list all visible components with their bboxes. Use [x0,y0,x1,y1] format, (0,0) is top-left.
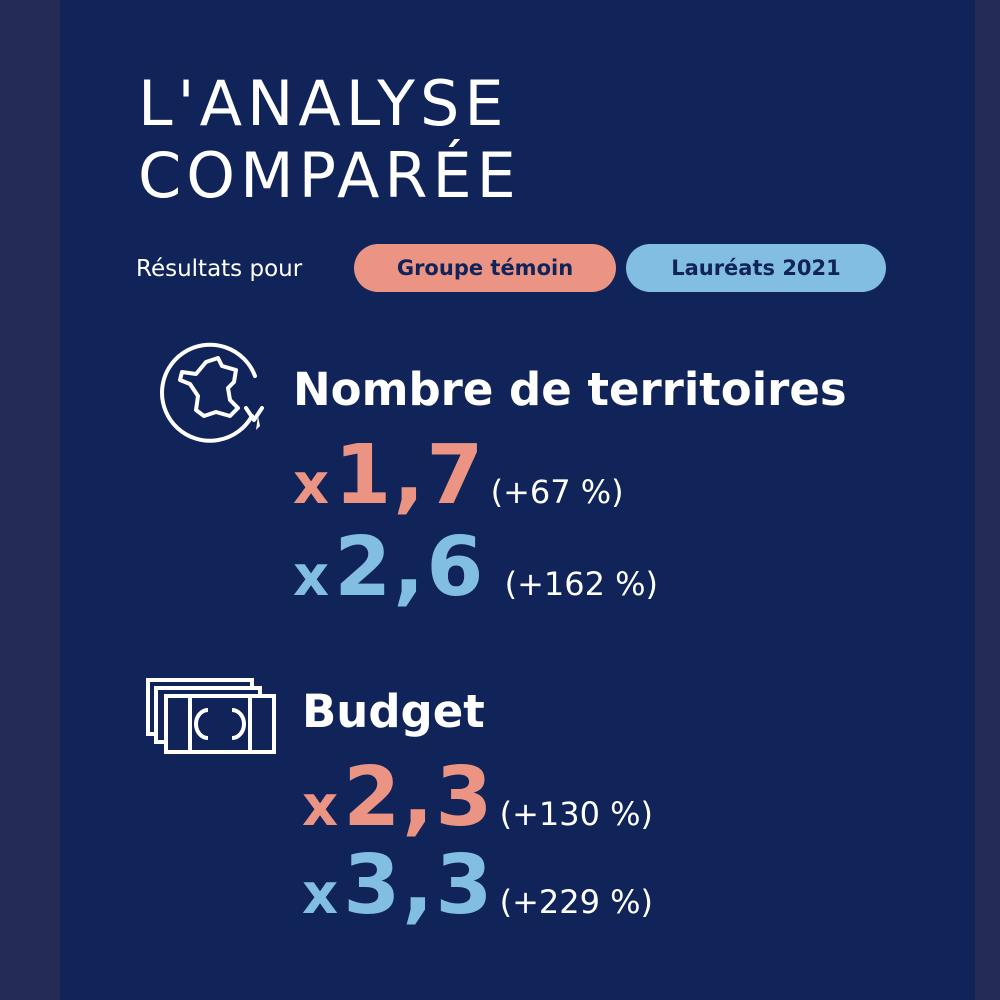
legend-intro: Résultats pour [136,256,303,282]
page-title: L'ANALYSE COMPARÉE [138,68,521,212]
banknotes-icon [146,678,276,754]
title-line-1: L'ANALYSE [138,67,509,140]
stat-value: 2,3 [343,750,495,845]
legend-badge-control-group: Groupe témoin [354,244,616,292]
title-line-2: COMPARÉE [138,139,521,212]
stat-percent: (+229 %) [499,883,654,921]
stat-value: 2,6 [334,520,486,615]
stat-budget-control: x 2,3 (+130 %) [302,750,653,845]
stat-prefix: x [293,452,330,517]
stat-prefix: x [293,544,330,609]
stat-percent: (+67 %) [490,473,624,511]
stat-value: 3,3 [343,838,495,933]
infographic-panel [60,0,975,1000]
stat-percent: (+130 %) [499,795,654,833]
stat-percent: (+162 %) [504,565,659,603]
stat-budget-laureates: x 3,3 (+229 %) [302,838,653,933]
stat-prefix: x [302,774,339,839]
stat-territories-control: x 1,7 (+67 %) [293,428,624,523]
stat-value: 1,7 [334,428,486,523]
stat-territories-laureates: x 2,6 (+162 %) [293,520,658,615]
section-heading-territories: Nombre de territoires [293,363,847,416]
section-heading-budget: Budget [302,685,485,738]
legend-badge-laureates: Lauréats 2021 [626,244,886,292]
stat-prefix: x [302,862,339,927]
france-map-circle-icon [160,342,264,443]
